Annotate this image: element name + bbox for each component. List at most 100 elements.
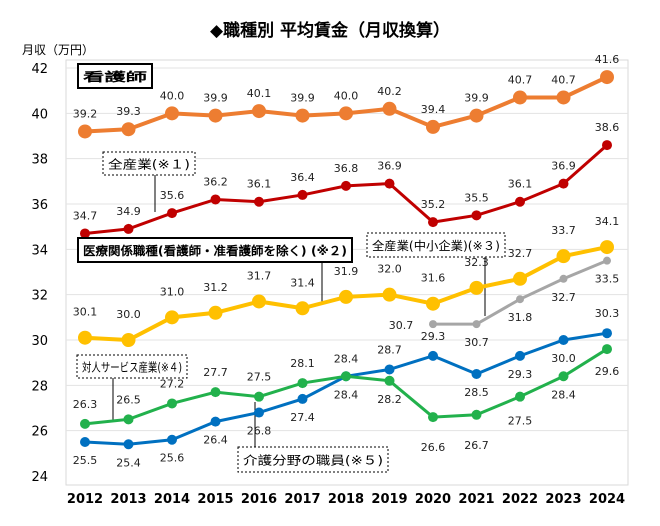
data-label: 28.1 [290,357,315,370]
data-point [469,280,484,295]
data-label: 39.9 [464,92,489,105]
data-point [471,210,482,221]
data-label: 25.5 [73,454,98,467]
data-point [339,289,353,304]
data-point [602,328,612,339]
data-point [208,108,223,123]
data-point [165,310,179,325]
data-label: 30.0 [551,352,576,365]
data-point [254,196,264,207]
data-point [603,256,611,265]
data-point [471,409,482,420]
data-point [167,208,177,219]
data-label: 40.0 [160,89,185,102]
series-callout: 対人サービス産業(※４) [76,354,188,379]
x-tick-label: 2021 [458,492,494,507]
data-point [210,416,221,427]
data-label: 40.2 [377,85,402,98]
data-label: 32.3 [464,256,489,269]
x-tick-label: 2018 [328,492,364,507]
data-label: 30.1 [73,306,98,319]
data-label: 40.7 [508,73,533,86]
data-point [384,178,395,189]
data-point [600,240,614,255]
data-label: 34.1 [595,215,620,228]
x-tick-label: 2019 [371,492,407,507]
data-point [252,294,266,309]
x-tick-label: 2013 [110,492,146,507]
data-label: 29.3 [421,330,446,343]
data-point [558,335,569,345]
data-label: 30.7 [464,336,489,349]
data-label: 30.3 [595,307,620,320]
y-tick-label: 42 [31,62,48,77]
data-label: 28.4 [334,388,359,401]
data-label: 27.4 [290,411,315,424]
data-label: 33.7 [551,224,576,237]
data-label: 31.7 [247,269,272,282]
series-callout: 全産業(中小企業)(※３) [366,232,506,258]
data-point [558,178,569,189]
y-tick-label: 40 [31,107,48,122]
x-tick-label: 2022 [502,492,538,507]
data-label: 25.4 [116,456,141,469]
data-point [429,320,437,329]
data-label: 36.9 [551,160,576,173]
data-label: 30.0 [116,308,141,321]
data-point [297,378,308,389]
data-label: 40.1 [247,87,272,100]
series-callout: 医療関係職種(看護師・准看護師を除く) (※２) [77,237,353,263]
data-label: 30.7 [389,319,414,332]
data-label: 27.5 [508,415,533,428]
data-point [558,371,569,382]
data-label: 39.9 [203,92,228,105]
data-point [384,375,395,386]
data-point [341,180,351,191]
data-label: 31.0 [160,285,185,298]
x-tick-label: 2024 [589,492,625,507]
data-point [428,350,438,361]
data-point [472,320,481,329]
series-callout: 介護分野の職員(※５) [237,446,389,473]
series-name-label: 対人サービス産業(※４) [82,360,182,375]
data-label: 40.0 [334,89,359,102]
data-label: 34.7 [73,209,98,222]
x-tick-label: 2023 [545,492,581,507]
x-tick-label: 2014 [154,492,190,507]
data-label: 36.2 [203,175,228,188]
data-point [78,330,92,345]
data-label: 29.3 [508,368,533,381]
x-tick-label: 2020 [415,492,451,507]
data-point [123,414,134,425]
data-label: 32.7 [551,291,576,304]
data-point [426,296,440,311]
data-point [297,393,308,404]
x-tick-label: 2015 [197,492,233,507]
data-label: 39.3 [116,105,141,118]
data-label: 29.6 [595,365,620,378]
data-label: 35.5 [464,191,489,204]
y-axis-label: 月収（万円） [22,43,94,57]
data-label: 31.8 [508,311,533,324]
data-point [471,369,482,379]
data-point [515,391,525,402]
callout-box [77,237,353,263]
data-label: 26.8 [247,425,272,438]
data-label: 31.9 [334,265,359,278]
data-point [556,90,571,105]
data-label: 32.7 [508,247,533,260]
data-label: 28.5 [464,386,489,399]
plot-border [65,59,629,486]
data-label: 26.5 [116,393,141,406]
data-point [123,223,134,234]
data-label: 36.8 [334,162,359,175]
data-point [602,344,612,355]
y-tick-label: 36 [31,198,48,213]
data-point [254,391,264,402]
data-point [341,371,351,382]
data-point [295,301,310,316]
data-label: 27.5 [247,371,272,384]
data-point [78,124,92,139]
y-tick-label: 24 [31,470,48,485]
